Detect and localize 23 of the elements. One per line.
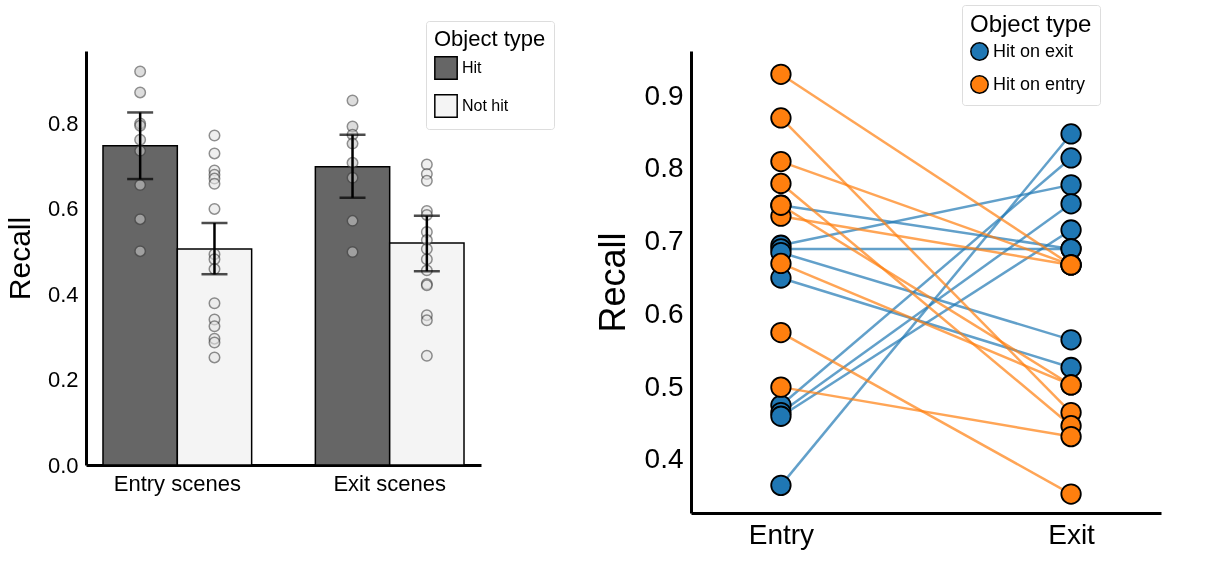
y-axis-title: Recall	[591, 232, 633, 333]
y-tick-label: 0.7	[644, 225, 684, 257]
y-axis-title: Recall	[2, 216, 36, 301]
legend-title: Object type	[434, 26, 546, 51]
x-tick-label: Exit scenes	[333, 470, 446, 496]
y-tick-label: 0.4	[644, 443, 684, 475]
legend-label: Hit on entry	[993, 73, 1086, 94]
x-tick-label: Entry	[748, 518, 815, 550]
legend-title: Object type	[970, 10, 1092, 37]
y-tick-label: 0.2	[47, 367, 79, 393]
legend-label: Not hit	[462, 97, 509, 114]
y-tick-label: 0.0	[47, 452, 79, 478]
y-tick-label: 0.6	[644, 297, 684, 329]
y-tick-label: 0.4	[47, 281, 79, 307]
y-tick-label: 0.8	[644, 152, 684, 184]
y-tick-label: 0.5	[644, 370, 684, 402]
x-tick-label: Exit	[1048, 518, 1096, 550]
y-tick-label: 0.6	[47, 196, 79, 222]
legend-label: Hit	[462, 59, 483, 76]
legend-label: Hit on exit	[993, 40, 1074, 61]
y-tick-label: 0.9	[644, 79, 684, 111]
x-tick-label: Entry scenes	[113, 470, 241, 496]
y-tick-label: 0.8	[47, 111, 79, 137]
